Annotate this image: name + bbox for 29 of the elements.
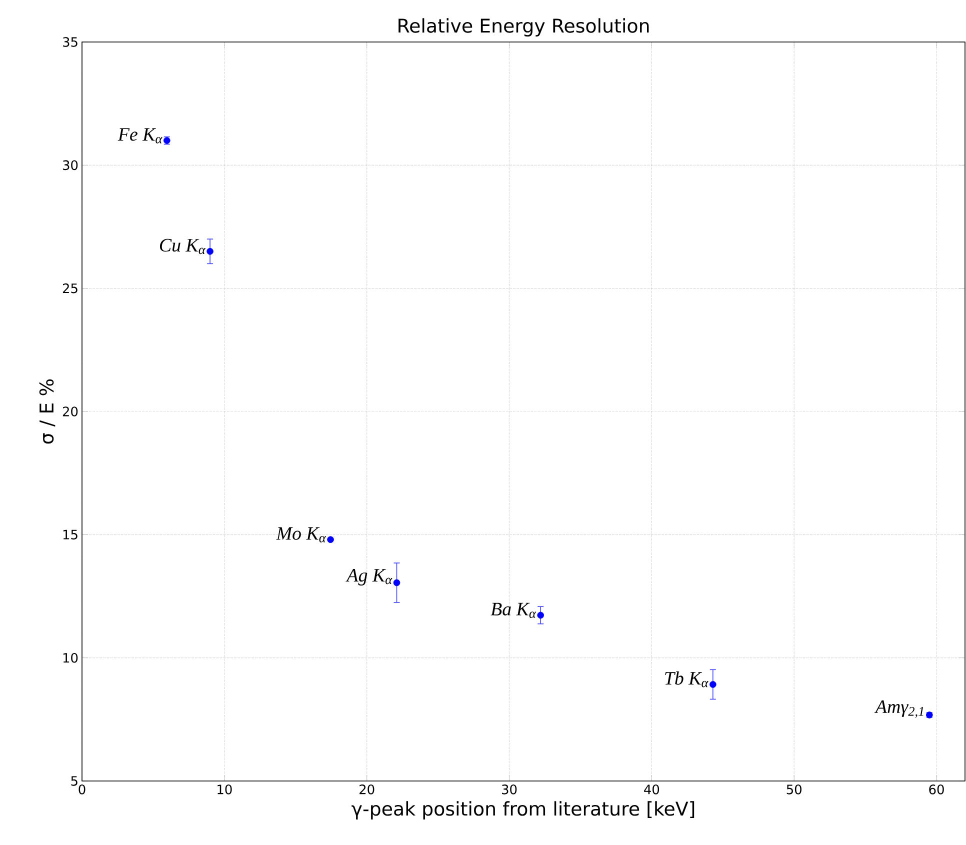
x-tick-label: 30	[502, 784, 517, 794]
annotation: Cu K$_{α}$	[160, 238, 206, 254]
x-tick-label: 20	[360, 784, 374, 794]
annotation: Ag K$_{α}$	[346, 568, 392, 586]
x-tick-label: 0	[78, 784, 86, 794]
chart-title: Relative Energy Resolution	[398, 18, 649, 36]
y-tick-label: 30	[62, 160, 78, 170]
point	[393, 579, 400, 586]
x-tick-label: 50	[786, 784, 802, 794]
x-tick-label: 40	[644, 784, 660, 794]
y-tick-label: 35	[62, 37, 78, 47]
y-axis-title: σ / E %	[39, 379, 56, 444]
y-tick-label: 10	[63, 652, 78, 663]
point	[537, 612, 544, 619]
point	[710, 681, 716, 688]
point	[206, 248, 214, 255]
y-tick-label: 20	[62, 406, 78, 416]
annotation: Fe K$_{α}$	[118, 128, 162, 144]
annotation: Amγ$_{2,1}$	[874, 700, 924, 718]
annotation: Mo K$_{α}$	[276, 527, 326, 542]
annotation: Ba K$_{α}$	[490, 602, 536, 618]
x-tick-label: 10	[218, 784, 232, 794]
annotation: Tb K$_{α}$	[665, 671, 708, 688]
y-tick-label: 5	[71, 776, 78, 786]
x-tick-label: 60	[929, 784, 944, 794]
y-tick-label: 25	[62, 283, 78, 294]
point	[327, 536, 334, 543]
x-axis-title: γ-peak position from literature [keV]	[352, 801, 694, 820]
y-tick-label: 15	[63, 530, 78, 540]
